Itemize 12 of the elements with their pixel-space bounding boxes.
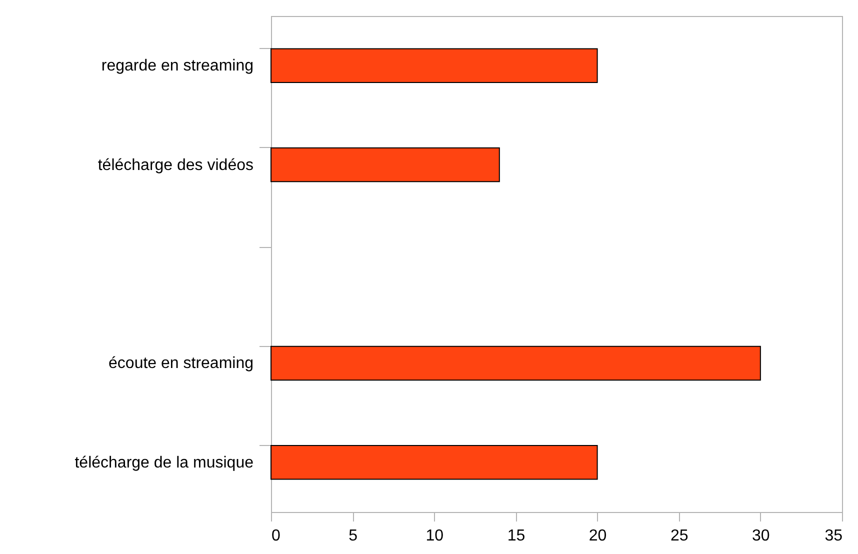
x-tick-label: 5 (348, 528, 358, 544)
x-tick-label: 0 (272, 528, 280, 544)
y-tick-label: télécharge des vidéos (98, 156, 254, 174)
x-tick-label: 15 (507, 528, 526, 544)
x-tick-label: 10 (426, 528, 444, 544)
y-tick-label: écoute en streaming (108, 355, 254, 372)
x-tick-label: 35 (824, 528, 843, 544)
y-tick-label: regarde en streaming (101, 58, 254, 75)
x-tick-label: 30 (752, 528, 770, 544)
y-tick-label: télécharge de la musique (74, 454, 254, 472)
x-tick-label: 25 (670, 528, 688, 544)
x-tick-label: 20 (588, 528, 607, 544)
